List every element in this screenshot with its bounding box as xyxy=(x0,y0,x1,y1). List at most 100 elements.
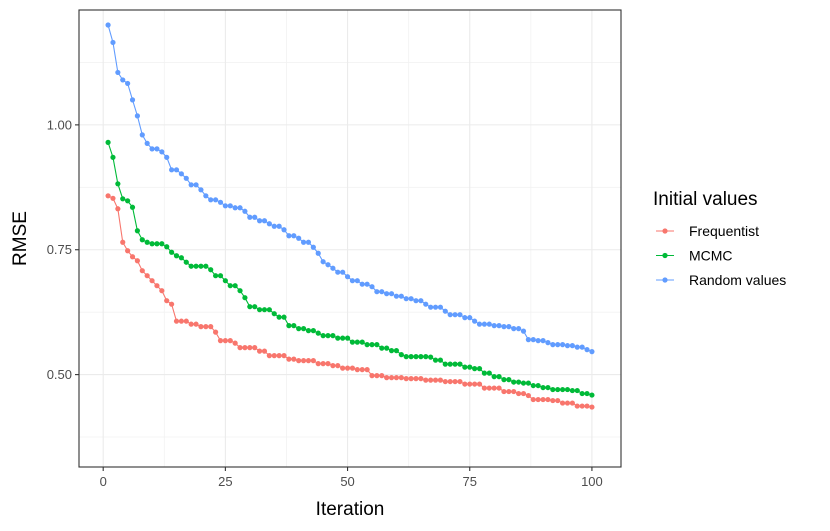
data-point-mcmc xyxy=(203,263,209,269)
data-point-random-values xyxy=(447,312,453,318)
data-point-mcmc xyxy=(330,333,336,339)
data-point-frequentist xyxy=(296,358,302,364)
data-point-random-values xyxy=(364,281,370,287)
x-axis-title: Iteration xyxy=(316,499,385,520)
data-point-frequentist xyxy=(203,324,209,330)
data-point-mcmc xyxy=(398,352,404,358)
data-point-random-values xyxy=(300,239,307,245)
data-point-random-values xyxy=(183,175,189,181)
data-point-mcmc xyxy=(501,377,507,383)
data-point-frequentist xyxy=(222,338,228,344)
data-point-mcmc xyxy=(120,196,126,202)
legend-key-point xyxy=(662,252,668,259)
data-point-frequentist xyxy=(340,365,346,371)
data-point-frequentist xyxy=(281,353,287,359)
data-point-frequentist xyxy=(525,392,531,399)
data-point-random-values xyxy=(320,259,326,265)
data-point-frequentist xyxy=(286,356,292,362)
data-point-mcmc xyxy=(193,263,199,269)
y-tick-label: 0.50 xyxy=(47,367,72,382)
data-point-random-values xyxy=(217,199,224,205)
data-point-mcmc xyxy=(266,307,272,313)
data-point-mcmc xyxy=(393,348,400,354)
data-point-random-values xyxy=(159,149,165,155)
data-point-random-values xyxy=(569,343,575,349)
data-point-mcmc xyxy=(564,386,571,393)
data-point-frequentist xyxy=(462,381,468,387)
data-point-mcmc xyxy=(540,384,546,391)
data-point-random-values xyxy=(154,146,160,152)
data-point-mcmc xyxy=(335,335,341,341)
data-point-random-values xyxy=(349,278,356,284)
data-point-random-values xyxy=(379,289,385,295)
data-point-mcmc xyxy=(281,314,287,320)
data-point-random-values xyxy=(496,323,502,329)
x-tick-label: 100 xyxy=(581,474,603,489)
x-tick-label: 25 xyxy=(218,474,232,489)
data-point-frequentist xyxy=(110,195,116,201)
data-point-mcmc xyxy=(418,354,424,360)
data-point-mcmc xyxy=(452,361,458,367)
data-point-mcmc xyxy=(300,326,307,332)
data-point-mcmc xyxy=(545,384,551,391)
data-point-random-values xyxy=(310,244,316,250)
data-point-random-values xyxy=(227,203,233,209)
data-point-random-values xyxy=(134,113,140,119)
data-point-frequentist xyxy=(574,403,580,409)
data-point-mcmc xyxy=(320,333,326,339)
data-point-random-values xyxy=(281,227,287,233)
data-point-mcmc xyxy=(437,357,444,363)
data-point-mcmc xyxy=(491,374,497,380)
data-point-random-values xyxy=(286,233,292,239)
data-point-frequentist xyxy=(271,353,277,359)
legend-item-frequentist: Frequentist xyxy=(656,223,759,239)
data-point-mcmc xyxy=(486,370,492,376)
data-point-mcmc xyxy=(364,342,370,348)
data-point-mcmc xyxy=(462,364,468,370)
data-point-frequentist xyxy=(173,318,180,324)
data-point-random-values xyxy=(506,324,512,330)
data-point-frequentist xyxy=(545,396,551,403)
data-point-frequentist xyxy=(178,318,184,324)
data-point-random-values xyxy=(125,80,131,87)
x-tick-label: 0 xyxy=(100,474,107,489)
data-point-frequentist xyxy=(120,239,126,245)
data-point-mcmc xyxy=(129,204,136,210)
series-frequentist xyxy=(105,193,595,410)
data-point-mcmc xyxy=(159,241,165,247)
data-point-frequentist xyxy=(217,338,224,344)
data-point-mcmc xyxy=(359,339,365,345)
data-point-frequentist xyxy=(413,376,419,382)
data-point-frequentist xyxy=(564,400,571,406)
data-point-mcmc xyxy=(569,387,575,394)
data-point-random-values xyxy=(457,312,463,318)
data-point-random-values xyxy=(432,304,439,310)
major-gridlines xyxy=(79,10,621,467)
legend-label: MCMC xyxy=(689,248,733,264)
legend-label: Random values xyxy=(689,272,786,288)
data-point-random-values xyxy=(467,315,473,321)
data-point-random-values xyxy=(296,235,302,241)
data-point-frequentist xyxy=(467,381,473,387)
data-point-frequentist xyxy=(247,345,253,351)
data-point-frequentist xyxy=(560,400,566,406)
data-point-random-values xyxy=(325,262,331,268)
data-point-random-values xyxy=(525,337,531,343)
data-point-random-values xyxy=(520,328,527,334)
series-layer xyxy=(105,22,595,410)
data-point-frequentist xyxy=(208,324,214,330)
data-point-mcmc xyxy=(188,263,194,269)
data-point-random-values xyxy=(344,274,351,280)
data-point-random-values xyxy=(173,167,180,173)
plot-panel xyxy=(78,9,622,468)
data-point-mcmc xyxy=(476,366,483,372)
data-point-frequentist xyxy=(442,378,448,385)
data-point-mcmc xyxy=(511,379,517,385)
data-point-mcmc xyxy=(481,370,487,376)
data-point-mcmc xyxy=(555,386,561,393)
data-point-frequentist xyxy=(344,365,351,371)
data-point-mcmc xyxy=(115,181,121,187)
data-point-random-values xyxy=(574,344,580,350)
data-point-mcmc xyxy=(271,311,277,317)
data-point-frequentist xyxy=(335,363,341,369)
